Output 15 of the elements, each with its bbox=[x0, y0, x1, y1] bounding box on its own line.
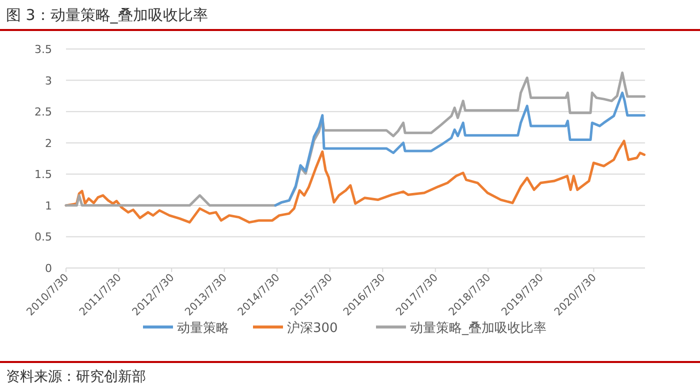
y-tick-label: 0 bbox=[45, 262, 52, 275]
legend-label: 沪深300 bbox=[287, 320, 338, 336]
y-tick-label: 2 bbox=[45, 136, 52, 150]
legend-label: 动量策略 bbox=[177, 321, 229, 336]
y-tick-label: 2.5 bbox=[34, 106, 52, 119]
text: 资料来源：研究创新部 bbox=[6, 369, 146, 385]
y-tick-label: 1 bbox=[45, 199, 52, 212]
y-tick-label: 1.5 bbox=[34, 168, 52, 182]
y-tick-label: 3 bbox=[45, 74, 52, 88]
legend-label: 动量策略_叠加吸收比率 bbox=[410, 320, 546, 336]
chart-title: 图 3：动量策略_叠加吸收比率 bbox=[6, 6, 208, 24]
y-tick-label: 0.5 bbox=[34, 230, 52, 244]
line-series bbox=[274, 92, 646, 207]
line-series bbox=[64, 140, 646, 224]
y-tick-label: 3.5 bbox=[34, 43, 52, 56]
